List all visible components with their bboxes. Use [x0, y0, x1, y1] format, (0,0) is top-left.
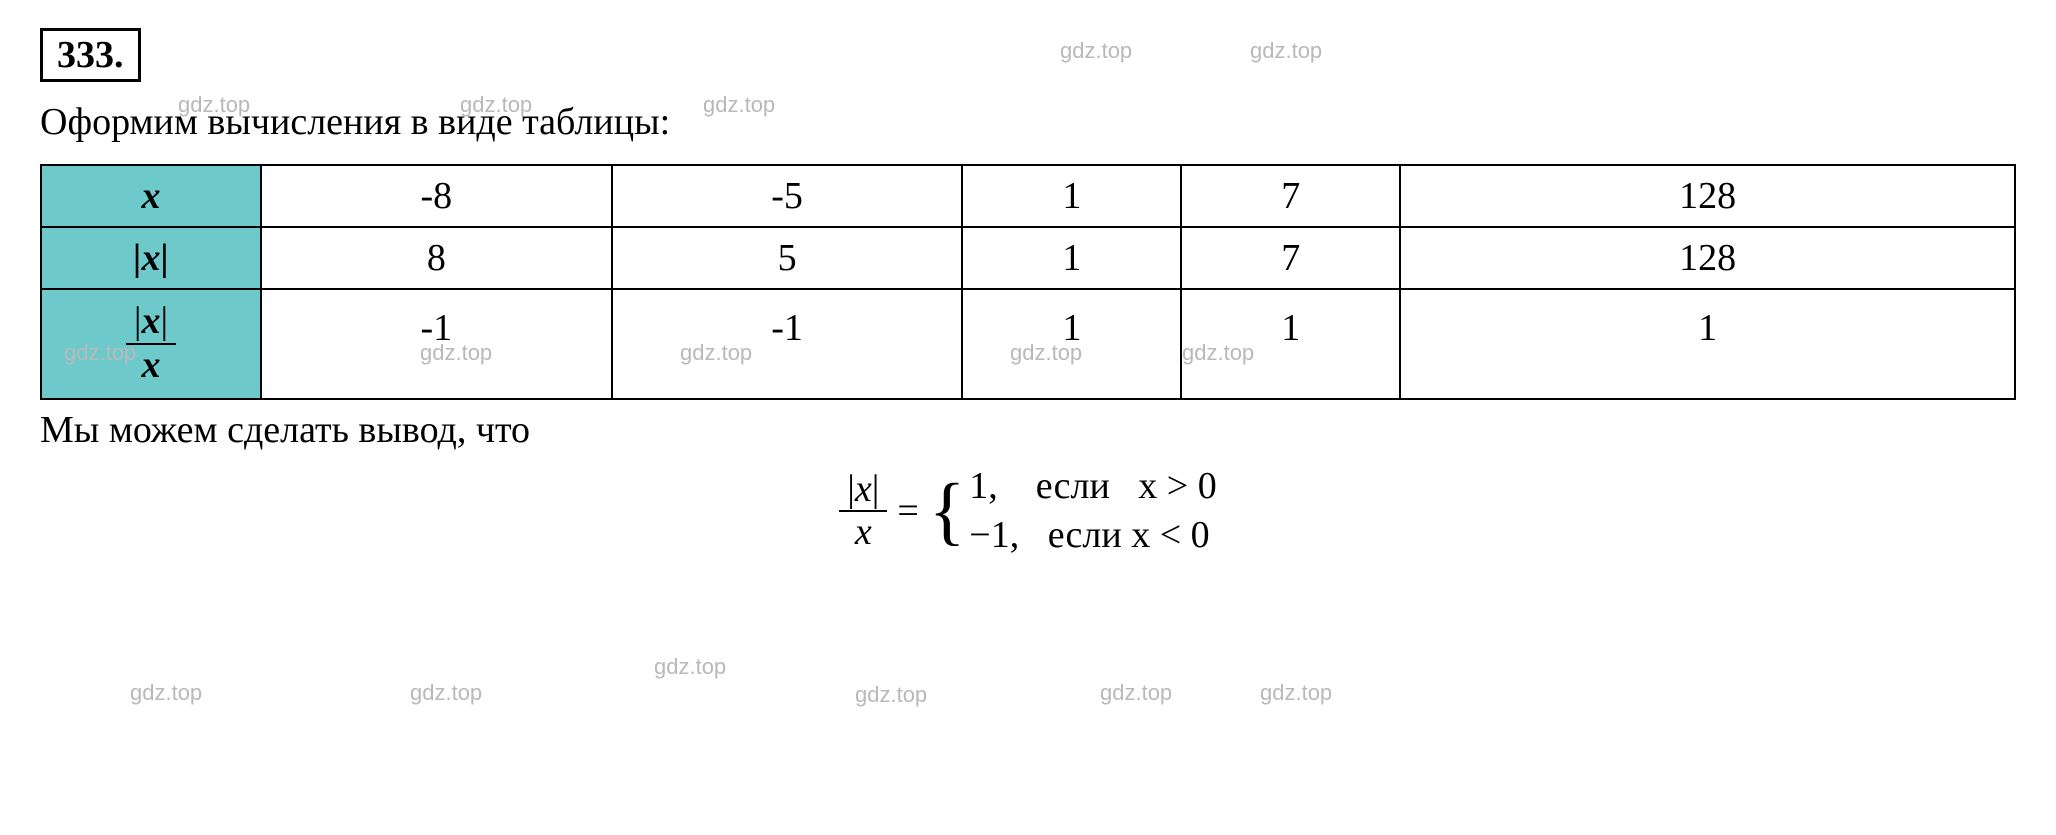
formula-lhs-fraction: |x| x: [839, 469, 887, 555]
table-cell: 128: [1400, 165, 2015, 227]
table-cell: 1: [1181, 289, 1400, 399]
table-cell: 1: [1400, 289, 2015, 399]
table-cell: 8: [261, 227, 612, 289]
table-cell: 7: [1181, 227, 1400, 289]
watermark-text: gdz.top: [410, 680, 482, 706]
problem-number: 333.: [40, 28, 141, 82]
watermark-text: gdz.top: [1260, 680, 1332, 706]
watermark-text: gdz.top: [1100, 680, 1172, 706]
table-cell: 1: [962, 227, 1181, 289]
fraction-numerator: |x|: [126, 301, 176, 345]
case-2: −1, если x < 0: [969, 511, 1216, 560]
watermark-text: gdz.top: [130, 680, 202, 706]
table-cell: -1: [612, 289, 963, 399]
equals-sign: =: [897, 489, 918, 533]
table-cell: 128: [1400, 227, 2015, 289]
left-brace: {: [929, 477, 965, 545]
fraction-denominator: x: [134, 345, 169, 387]
row-header-absx: |x|: [41, 227, 261, 289]
calculation-table: x -8 -5 1 7 128 |x| 8 5 1 7 128 |x| x -1…: [40, 164, 2016, 400]
formula-cases: { 1, если x > 0 −1, если x < 0: [929, 462, 1217, 561]
table-row: x -8 -5 1 7 128: [41, 165, 2015, 227]
watermark-text: gdz.top: [855, 682, 927, 708]
fraction-label: |x| x: [126, 301, 176, 387]
watermark-text: gdz.top: [654, 654, 726, 680]
case-1: 1, если x > 0: [969, 462, 1216, 511]
table-cell: -5: [612, 165, 963, 227]
formula-lhs-num: |x|: [839, 469, 887, 513]
table-cell: -8: [261, 165, 612, 227]
table-cell: -1: [261, 289, 612, 399]
row-header-fraction: |x| x: [41, 289, 261, 399]
formula-lhs-den: x: [847, 512, 880, 554]
row-header-x: x: [41, 165, 261, 227]
table-cell: 5: [612, 227, 963, 289]
table-row: |x| x -1 -1 1 1 1: [41, 289, 2015, 399]
table-cell: 1: [962, 165, 1181, 227]
watermark-text: gdz.top: [1060, 38, 1132, 64]
watermark-text: gdz.top: [1250, 38, 1322, 64]
intro-text: Оформим вычисления в виде таблицы:: [40, 100, 2016, 144]
table-row: |x| 8 5 1 7 128: [41, 227, 2015, 289]
table-cell: 7: [1181, 165, 1400, 227]
conclusion-text: Мы можем сделать вывод, что: [40, 408, 2016, 452]
table-cell: 1: [962, 289, 1181, 399]
formula: |x| x = { 1, если x > 0 −1, если x < 0: [40, 462, 2016, 561]
